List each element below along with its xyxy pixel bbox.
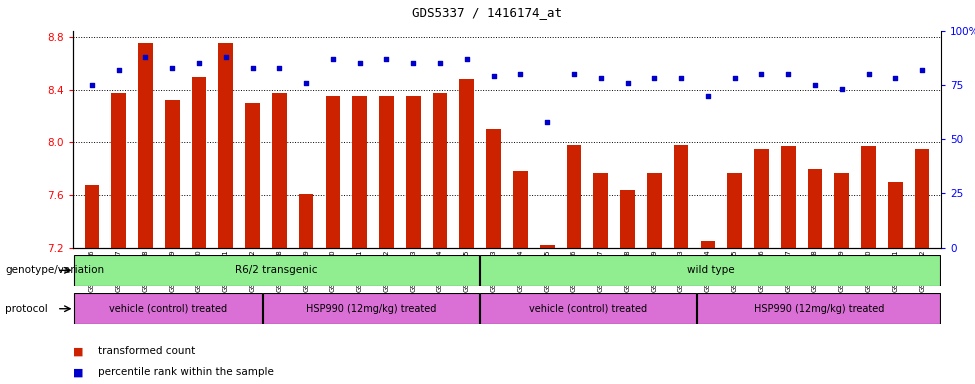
Point [539,119,555,125]
Point [272,65,288,71]
Text: HSP990 (12mg/kg) treated: HSP990 (12mg/kg) treated [306,304,437,314]
Bar [272,93,287,248]
Bar [379,96,394,248]
Point [700,93,716,99]
Point [352,60,368,66]
Bar [298,194,314,248]
Point [726,75,742,81]
Bar [566,145,581,248]
Text: protocol: protocol [5,304,48,314]
Bar [861,146,876,248]
Point [646,75,662,81]
Text: HSP990 (12mg/kg) treated: HSP990 (12mg/kg) treated [754,304,884,314]
Text: ■: ■ [73,367,84,377]
Bar [674,145,688,248]
Point [111,67,127,73]
Bar [835,173,849,248]
Point [459,56,475,62]
Bar [540,245,555,248]
Bar [481,255,940,286]
Bar [888,182,903,248]
Text: wild type: wild type [686,265,734,275]
Point [486,73,501,79]
Bar [727,173,742,248]
Bar [620,190,635,248]
Bar [754,149,769,248]
Text: vehicle (control) treated: vehicle (control) treated [109,304,227,314]
Bar [481,293,696,324]
Bar [263,293,480,324]
Point [861,71,877,77]
Bar [807,169,822,248]
Text: GDS5337 / 1416174_at: GDS5337 / 1416174_at [412,6,563,19]
Text: R6/2 transgenic: R6/2 transgenic [235,265,318,275]
Text: transformed count: transformed count [98,346,195,356]
Bar [245,103,260,248]
Bar [74,255,480,286]
Point [754,71,769,77]
Point [807,82,823,88]
Bar [915,149,929,248]
Point [378,56,394,62]
Bar [111,93,126,248]
Bar [459,79,474,248]
Point [191,60,207,66]
Text: genotype/variation: genotype/variation [5,265,104,275]
Bar [513,171,527,248]
Bar [218,43,233,248]
Bar [700,241,716,248]
Bar [594,173,608,248]
Bar [433,93,448,248]
Bar [192,77,207,248]
Point [325,56,340,62]
Point [593,75,608,81]
Text: ■: ■ [73,346,84,356]
Bar [781,146,796,248]
Bar [352,96,367,248]
Text: percentile rank within the sample: percentile rank within the sample [98,367,273,377]
Point [780,71,796,77]
Bar [326,96,340,248]
Point [165,65,180,71]
Point [915,67,930,73]
Point [513,71,528,77]
Point [137,54,153,60]
Point [298,80,314,86]
Point [432,60,448,66]
Point [406,60,421,66]
Point [674,75,689,81]
Point [218,54,234,60]
Point [834,86,849,93]
Bar [697,293,940,324]
Point [620,80,636,86]
Bar [487,129,501,248]
Bar [138,43,153,248]
Text: vehicle (control) treated: vehicle (control) treated [529,304,647,314]
Point [887,75,903,81]
Bar [647,173,662,248]
Point [84,82,99,88]
Bar [165,100,179,248]
Bar [74,293,262,324]
Point [566,71,582,77]
Bar [85,185,99,248]
Point [245,65,260,71]
Bar [406,96,420,248]
